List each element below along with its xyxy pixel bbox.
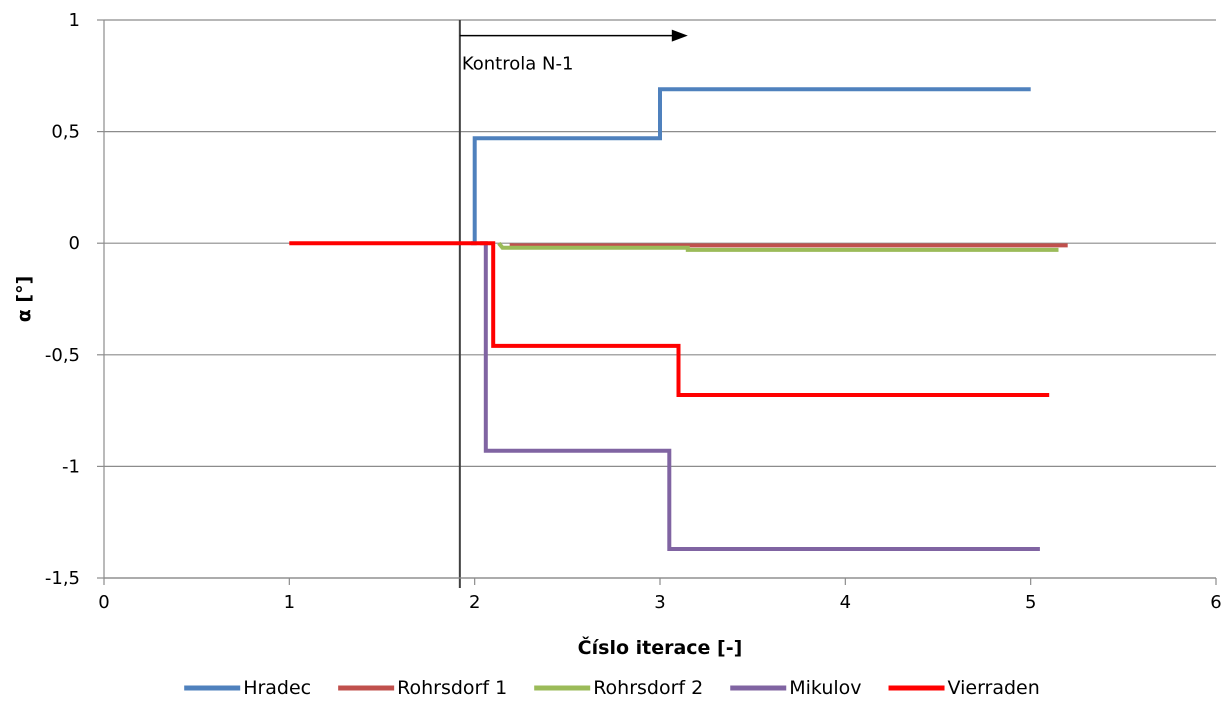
x-tick-label: 2 [469,592,480,613]
x-tick-label: 6 [1210,592,1221,613]
legend-label-mikulov: Mikulov [789,677,861,699]
legend-label-rohrsdorf-1: Rohrsdorf 1 [397,677,507,699]
x-tick-label: 3 [654,592,665,613]
series-line-rohrsdorf-1 [509,243,1068,248]
y-tick-label: 0 [69,233,80,254]
annotation-arrow-head [671,29,688,42]
y-axis-title: α [°] [13,276,35,323]
x-tick-label: 5 [1025,592,1036,613]
series-layer [289,87,1068,551]
x-axis-title: Číslo iterace [-] [578,635,743,659]
y-tick-label: 1 [69,10,80,31]
series-line-hradec [471,87,1031,246]
y-tick-label: -0,5 [45,345,80,366]
y-tick-label: -1 [62,456,80,477]
x-tick-label: 1 [284,592,295,613]
legend-label-hradec: Hradec [243,677,311,699]
x-tick-label: 0 [98,592,109,613]
legend-label-vierraden: Vierraden [948,677,1040,699]
legend-label-rohrsdorf-2: Rohrsdorf 2 [593,677,703,699]
y-tick-label: 0,5 [51,122,80,143]
annotation-label: Kontrola N-1 [462,54,574,75]
y-tick-label: -1,5 [45,568,80,589]
legend: Hradec Rohrsdorf 1 Rohrsdorf 2 Mikulov Vierr… [184,677,1040,699]
axes: -1,5 -1 -0,5 0 0,5 1 0 1 2 3 4 5 6 Číslo iterace [-] α… [13,10,1222,659]
annotation-layer: Kontrola N-1 [458,20,688,588]
series-line-vierraden [289,241,1050,397]
series-line-rohrsdorf-2 [497,241,1059,252]
x-tick-label: 4 [840,592,851,613]
